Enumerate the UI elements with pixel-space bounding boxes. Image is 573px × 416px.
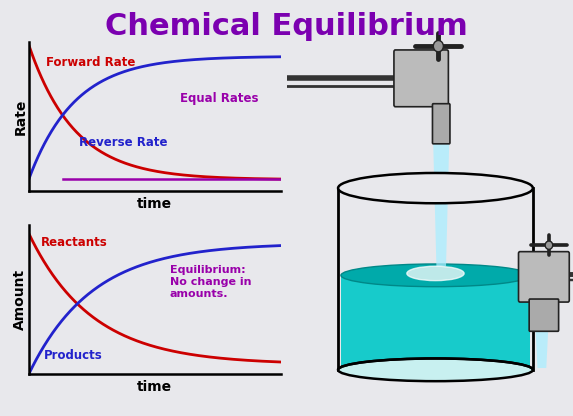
Polygon shape [433, 143, 449, 266]
FancyBboxPatch shape [433, 104, 450, 144]
Text: Reverse Rate: Reverse Rate [79, 136, 167, 149]
Text: Reactants: Reactants [41, 235, 108, 249]
Ellipse shape [433, 40, 444, 52]
Text: Chemical Equilibrium: Chemical Equilibrium [105, 12, 468, 42]
Y-axis label: Amount: Amount [13, 269, 28, 330]
X-axis label: time: time [137, 197, 172, 211]
Text: Equilibrium:
No change in
amounts.: Equilibrium: No change in amounts. [170, 265, 252, 299]
Polygon shape [341, 275, 530, 366]
Ellipse shape [341, 264, 530, 287]
FancyBboxPatch shape [529, 299, 559, 331]
Ellipse shape [338, 173, 533, 203]
Ellipse shape [338, 359, 533, 381]
Ellipse shape [407, 266, 464, 281]
Polygon shape [536, 330, 548, 368]
FancyBboxPatch shape [519, 252, 569, 302]
Text: Products: Products [44, 349, 103, 362]
Ellipse shape [545, 241, 553, 249]
Y-axis label: Rate: Rate [13, 98, 28, 135]
FancyBboxPatch shape [394, 50, 448, 107]
X-axis label: time: time [137, 380, 172, 394]
Text: Forward Rate: Forward Rate [46, 56, 136, 69]
Text: Equal Rates: Equal Rates [180, 92, 258, 104]
